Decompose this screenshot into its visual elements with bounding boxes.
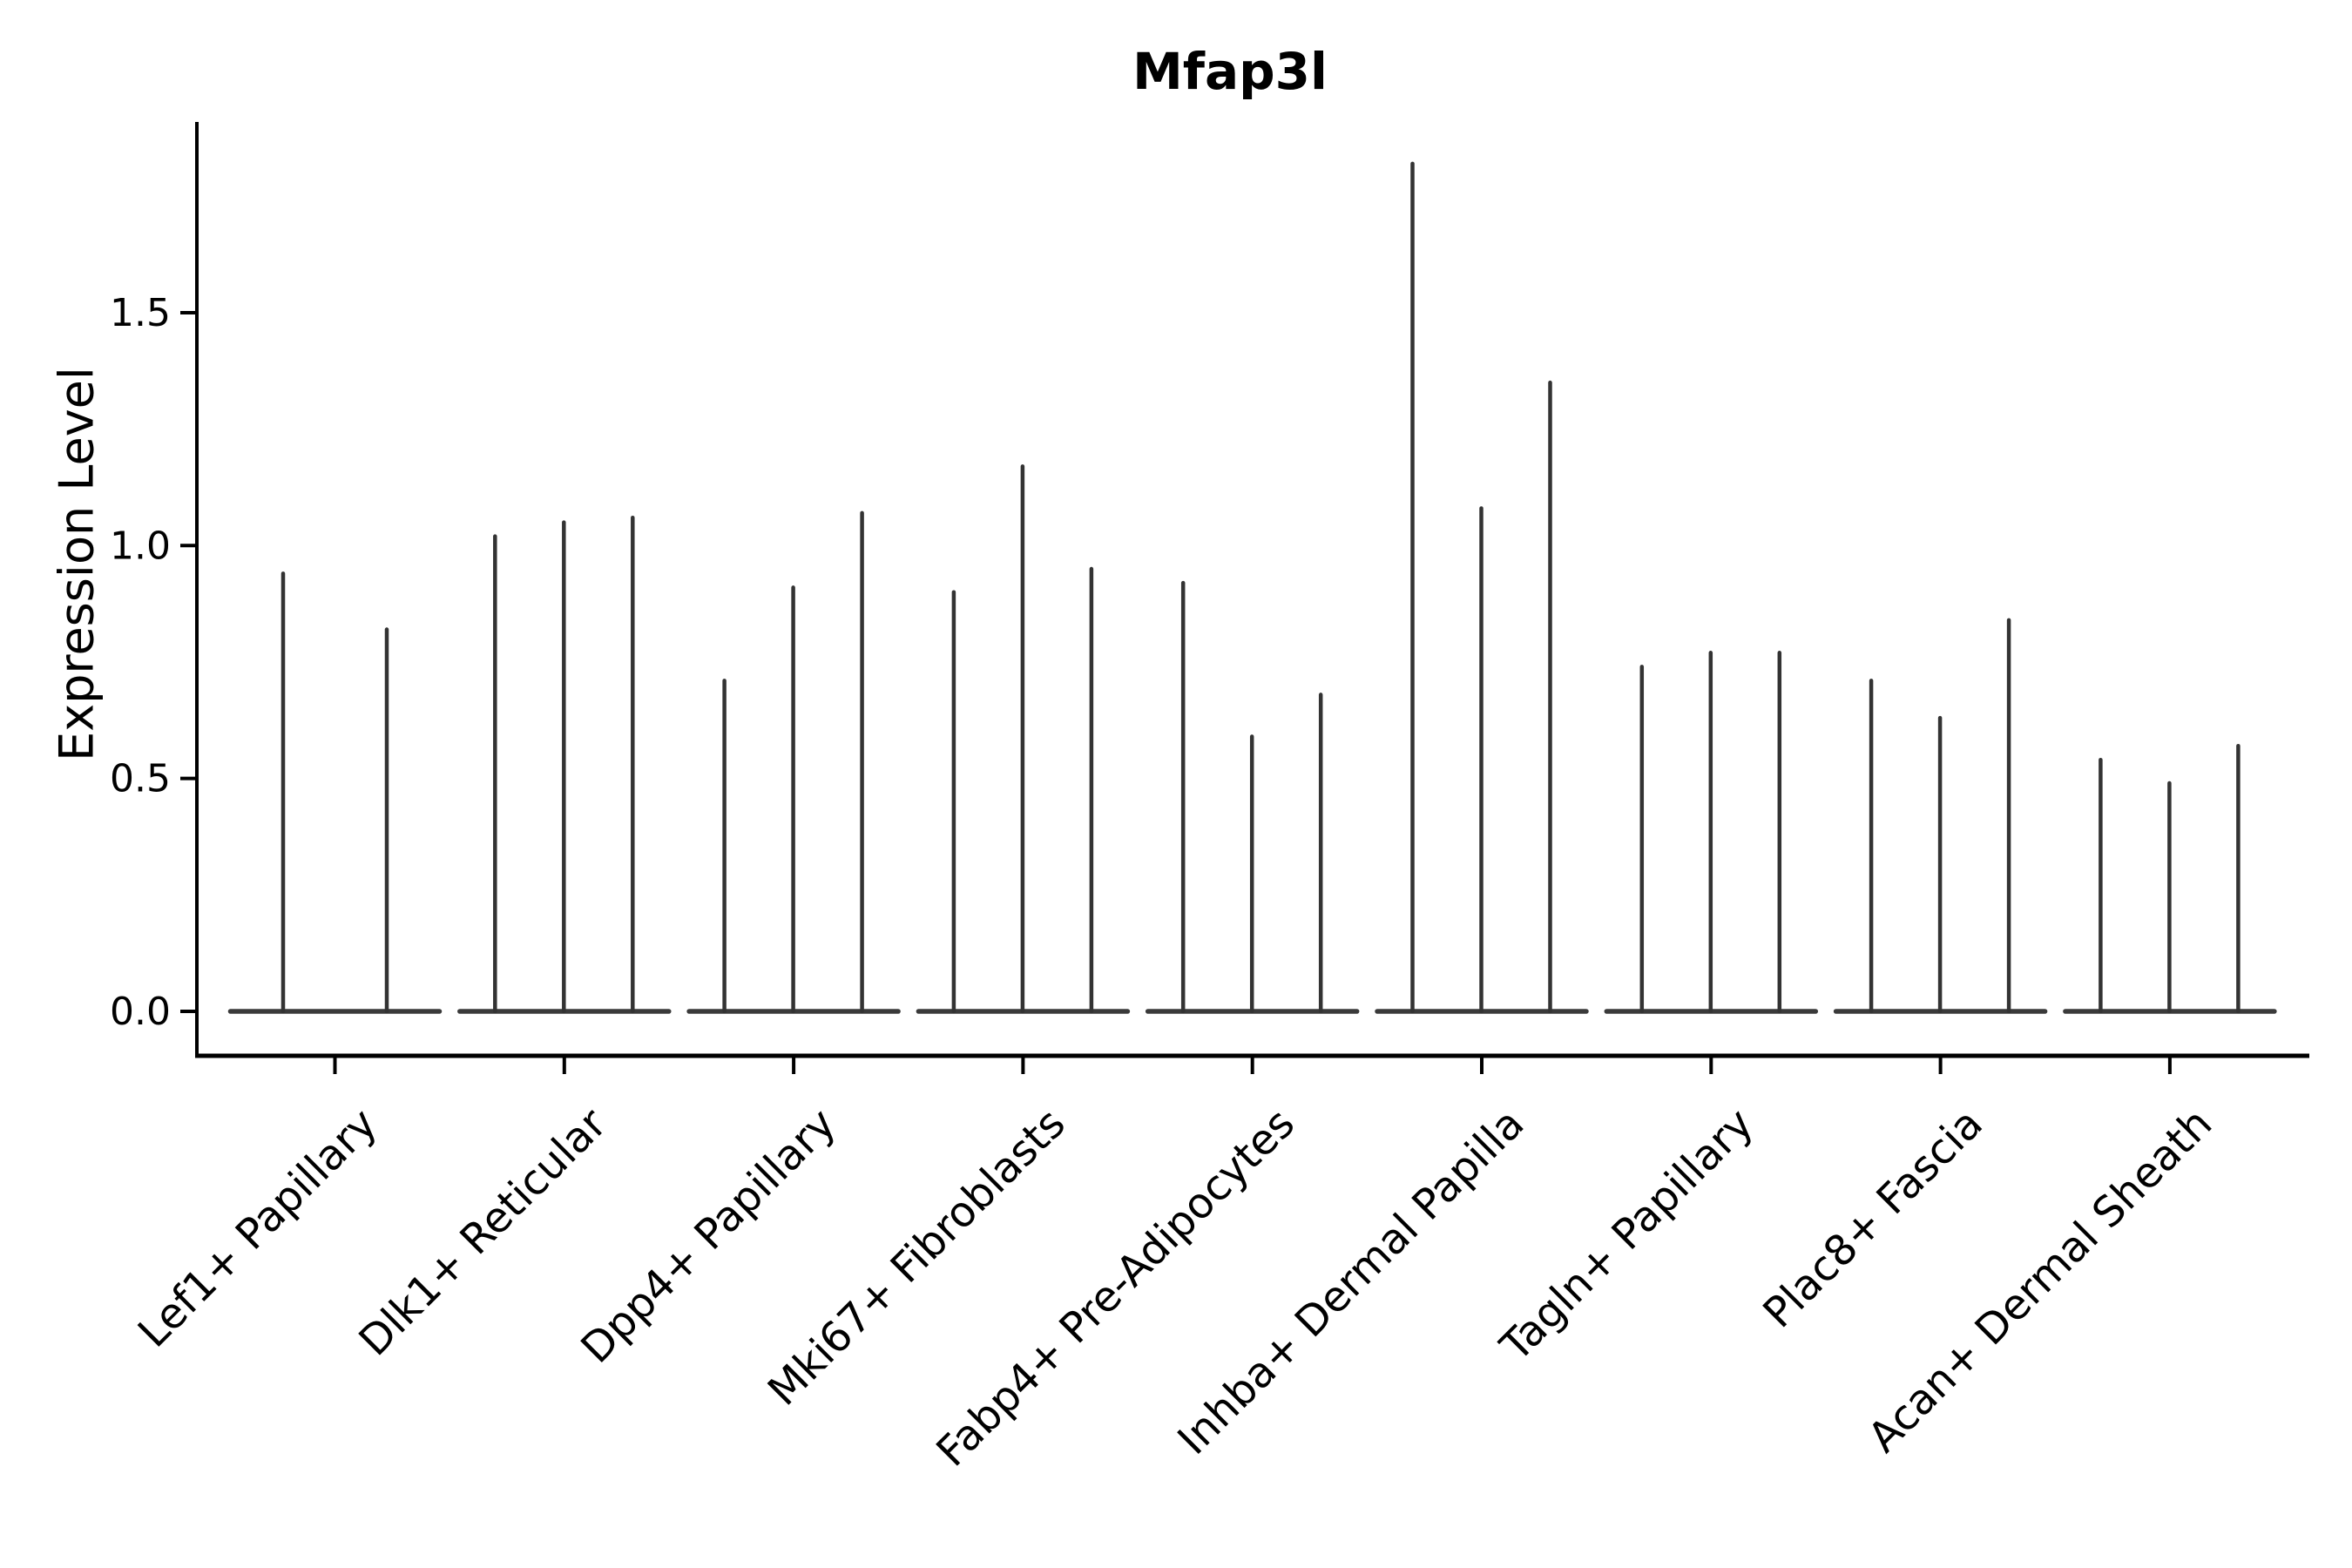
x-axis-label: Dlk1+ Reticular (349, 1099, 616, 1366)
x-axis-label: Lef1+ Papillary (129, 1099, 387, 1357)
y-tick-label: 1.5 (110, 291, 171, 335)
x-axis-label: Dpp4+ Papillary (571, 1099, 845, 1373)
x-axis-label: Plac8+ Fascia (1754, 1099, 1992, 1338)
x-axis-label: Tagln+ Papillary (1490, 1099, 1762, 1371)
plot-title: Mfap3l (1132, 42, 1328, 101)
y-tick-label: 0.5 (110, 757, 171, 801)
y-axis-title-text: Expression Level (49, 367, 105, 761)
y-tick-label: 0.0 (110, 990, 171, 1034)
y-tick-label: 1.0 (110, 524, 171, 568)
